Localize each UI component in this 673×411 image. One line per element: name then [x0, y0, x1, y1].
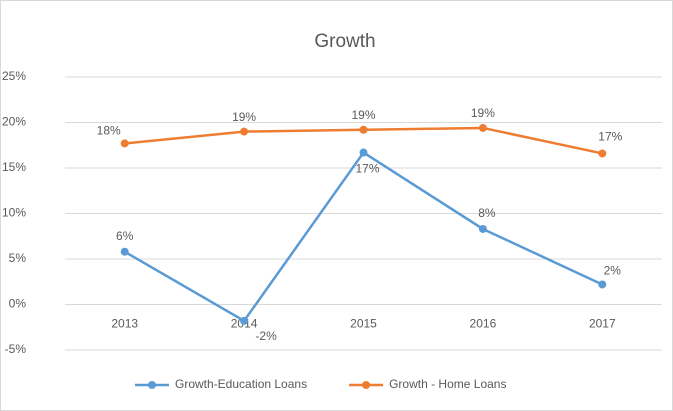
y-tick-label: 10% [2, 206, 26, 220]
y-tick-label: 5% [9, 251, 27, 265]
point [359, 125, 368, 134]
data-label: -2% [255, 329, 277, 343]
point [120, 247, 129, 256]
point [598, 149, 607, 158]
data-label: 8% [478, 206, 496, 220]
point [240, 127, 249, 136]
legend-marker [148, 381, 156, 389]
point [478, 123, 487, 132]
data-label: 17% [355, 162, 379, 176]
x-tick-label: 2016 [470, 317, 497, 331]
data-label: 2% [604, 264, 622, 278]
legend-label: Growth - Home Loans [389, 377, 506, 391]
x-tick-label: 2015 [350, 317, 377, 331]
chart-title: Growth [314, 31, 375, 52]
legend-label: Growth-Education Loans [175, 377, 307, 391]
y-tick-label: 15% [2, 160, 26, 174]
data-label: 6% [116, 229, 134, 243]
point [359, 148, 368, 157]
data-label: 19% [232, 110, 256, 124]
y-tick-label: 20% [2, 115, 26, 129]
point [478, 224, 487, 233]
point [598, 280, 607, 289]
y-tick-label: 25% [2, 69, 26, 83]
legend-marker [362, 381, 371, 389]
x-tick-label: 2017 [589, 317, 616, 331]
data-label: 18% [97, 124, 121, 138]
x-tick-label: 2013 [111, 317, 138, 331]
y-tick-label: -5% [5, 342, 27, 356]
data-label: 17% [598, 130, 622, 144]
y-tick-label: 0% [9, 297, 27, 311]
point [120, 139, 129, 148]
data-label: 19% [471, 106, 495, 120]
point [240, 316, 249, 325]
data-label: 19% [351, 108, 375, 122]
